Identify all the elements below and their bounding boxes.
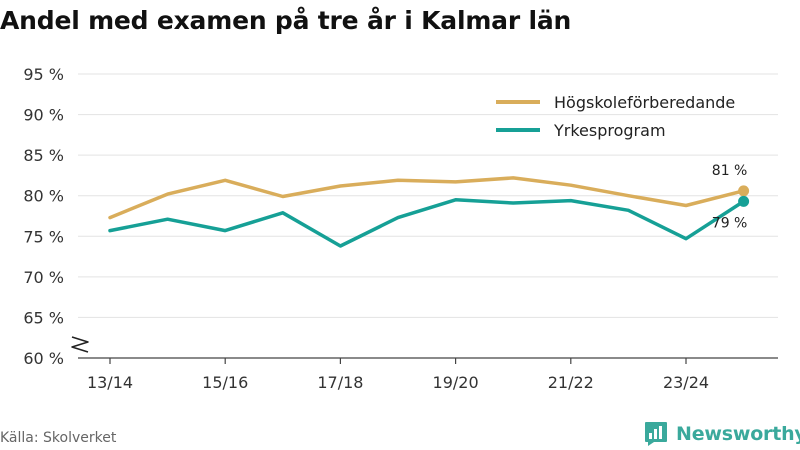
source-note: Källa: Skolverket — [0, 430, 117, 446]
y-tick-label-60: 60 % — [23, 349, 64, 368]
y-tick-label-75: 75 % — [23, 227, 64, 246]
grid-lines — [78, 73, 778, 318]
data-labels: 81 % 79 % — [712, 163, 748, 232]
axes: 60 % 65 % 70 % 75 % 80 % 85 % 90 % 95 % 13/14 15/… — [23, 65, 778, 392]
series-line-hogskoleforberedande — [108, 176, 746, 220]
y-tick-label-70: 70 % — [23, 268, 64, 287]
legend-label-1: Yrkesprogram — [553, 121, 666, 140]
x-tick-label-23/24: 23/24 — [663, 373, 709, 392]
series-0-point-11 — [738, 185, 750, 197]
brand-logo-block: Newsworthy — [644, 420, 800, 448]
newsworthy-logo-icon — [645, 422, 667, 446]
chart-title: Andel med examen på tre år i Kalmar län — [0, 6, 572, 35]
y-tick-label-90: 90 % — [23, 106, 64, 125]
y-tick-label-95: 95 % — [23, 65, 64, 84]
end-label-series-0: 81 % — [712, 163, 748, 179]
series-line-yrkesprogram — [108, 198, 746, 248]
y-tick-label-80: 80 % — [23, 187, 64, 206]
brand-name: Newsworthy — [676, 423, 800, 445]
series-1-point-11 — [738, 195, 750, 207]
x-tick-label-21/22: 21/22 — [548, 373, 594, 392]
y-tick-label-65: 65 % — [23, 308, 64, 327]
series-lines — [108, 176, 750, 248]
x-tick-label-19/20: 19/20 — [433, 373, 479, 392]
axis-break-icon — [71, 336, 89, 353]
end-label-series-1: 79 % — [712, 215, 748, 231]
x-tick-label-17/18: 17/18 — [317, 373, 363, 392]
legend: Högskoleförberedande Yrkesprogram — [496, 93, 735, 140]
legend-label-0: Högskoleförberedande — [554, 93, 735, 112]
x-tick-label-15/16: 15/16 — [202, 373, 248, 392]
x-tick-label-13/14: 13/14 — [87, 373, 133, 392]
y-tick-label-85: 85 % — [23, 146, 64, 165]
